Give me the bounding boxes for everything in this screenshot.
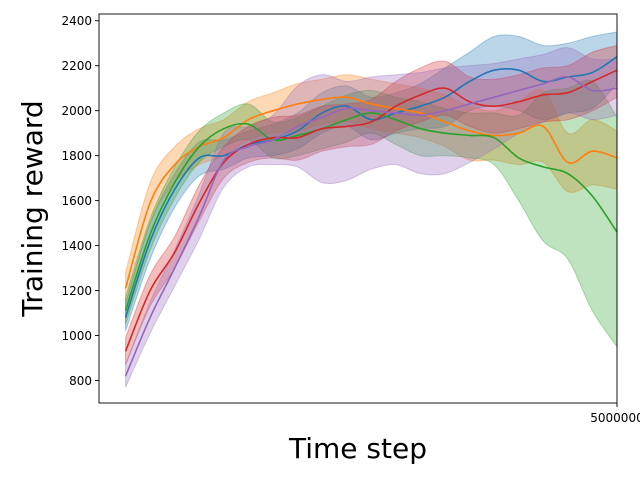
- y-axis-label: Training reward: [16, 100, 49, 317]
- plot-frame: [98, 13, 618, 404]
- y-tick-label: 1200: [61, 284, 92, 298]
- line-series-3: [124, 112, 618, 312]
- y-tick-label: 800: [69, 374, 92, 388]
- x-axis-ticks: 5000000: [590, 403, 640, 425]
- line-series-2: [124, 96, 618, 289]
- y-tick-label: 2200: [61, 59, 92, 73]
- y-axis-ticks: 800 1000 1200 1400 1600 1800 2000 2200 2400: [61, 14, 99, 388]
- series-lines: [124, 56, 618, 377]
- confidence-bands: [125, 31, 618, 388]
- y-tick-label: 2000: [61, 104, 92, 118]
- line-series-4: [124, 69, 618, 352]
- x-tick-label: 5000000: [590, 411, 640, 425]
- line-series-5: [124, 76, 618, 377]
- x-axis-label: Time step: [288, 432, 427, 465]
- y-tick-label: 1000: [61, 329, 92, 343]
- line-series-1: [124, 56, 618, 318]
- y-tick-label: 1600: [61, 194, 92, 208]
- y-tick-label: 1400: [61, 239, 92, 253]
- y-tick-label: 1800: [61, 149, 92, 163]
- y-tick-label: 2400: [61, 14, 92, 28]
